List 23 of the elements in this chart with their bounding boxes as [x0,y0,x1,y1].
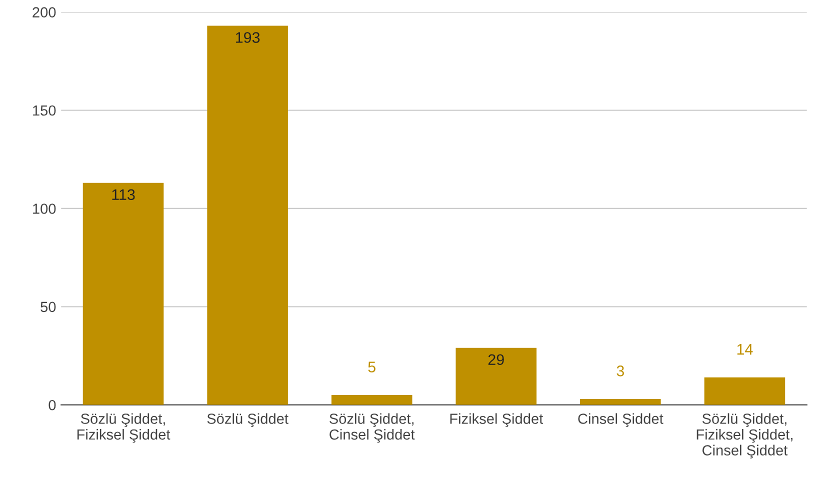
x-tick-label: Fiziksel Şiddet [450,413,544,427]
y-tick-label: 200 [32,7,56,18]
y-tick-label: 50 [40,302,56,312]
bar [704,377,786,405]
data-label: 3 [616,366,624,376]
data-label: 14 [737,344,753,355]
x-tick-label: Cinsel Şiddet [578,413,664,427]
x-tick-label: Sözlü Şiddet, Cinsel Şiddet [330,413,415,443]
x-tick-label: Sözlü Şiddet, Fiziksel Şiddet, Cinsel Şiddet [696,413,792,458]
y-tick-label: 100 [33,204,56,214]
y-tick-label: 150 [33,105,56,116]
bar [456,348,537,405]
data-label: 5 [368,362,376,372]
data-label: 193 [236,32,260,43]
data-label: 113 [112,189,135,200]
bar [331,395,412,405]
data-label: 29 [488,354,504,366]
bar [207,26,288,405]
x-tick-label: Sözlü Şiddet [207,413,288,427]
x-tick-label: Sözlü Şiddet, Fiziksel Şiddet [77,413,170,443]
bar [580,398,661,405]
bar [82,182,164,405]
y-tick-label: 0 [48,400,56,410]
